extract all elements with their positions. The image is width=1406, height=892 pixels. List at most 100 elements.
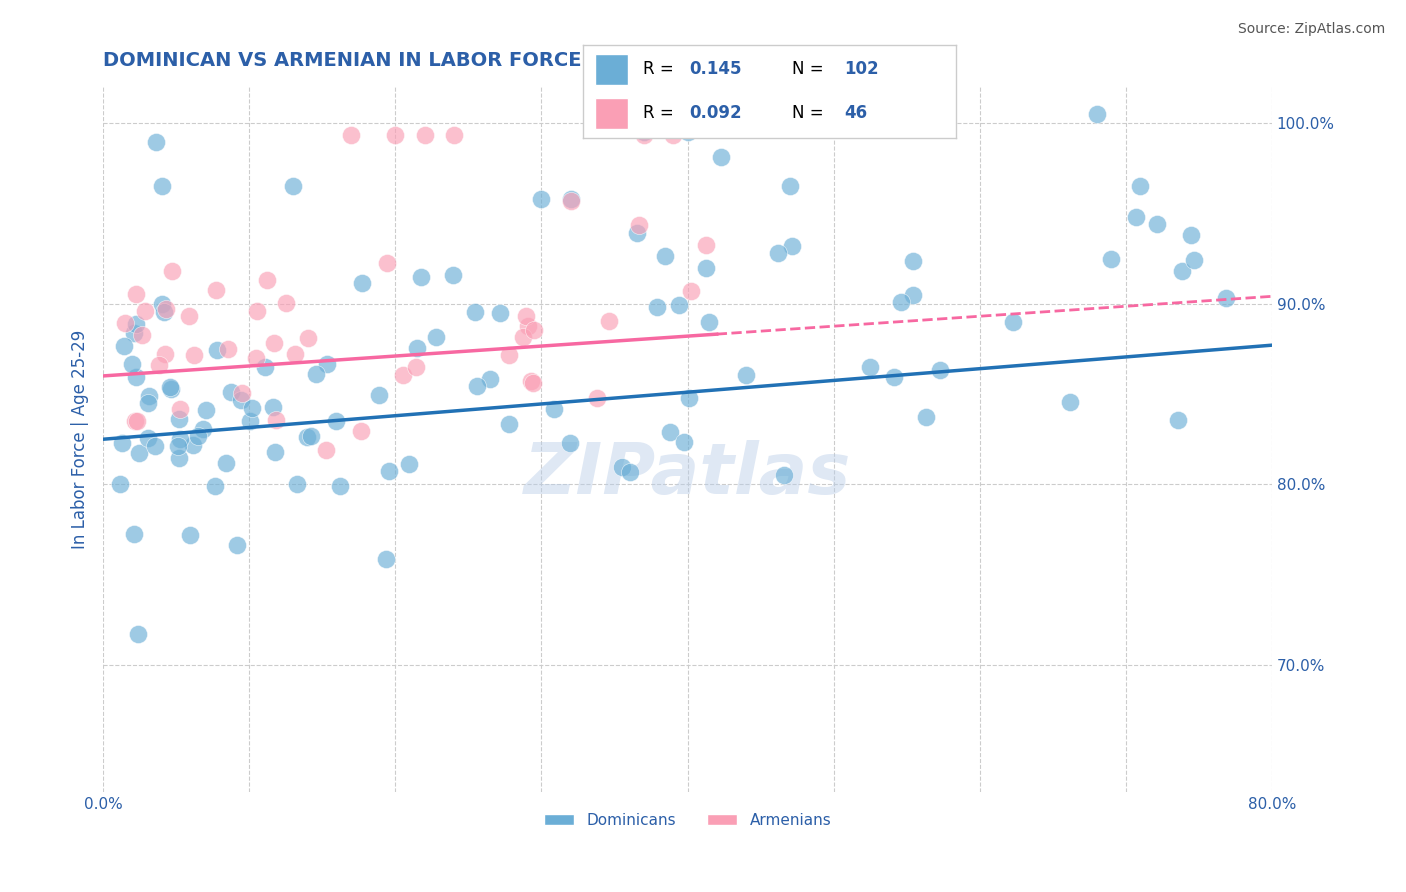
Point <box>522 376 544 390</box>
Point <box>512 330 534 344</box>
Point <box>883 369 905 384</box>
Point <box>780 239 803 253</box>
Point <box>136 395 159 409</box>
Point <box>734 368 756 382</box>
Point <box>1129 179 1152 194</box>
Point <box>378 464 401 478</box>
Point <box>112 339 135 353</box>
Point <box>350 424 373 438</box>
Point <box>406 342 429 356</box>
Point <box>633 128 655 143</box>
Point <box>242 401 264 415</box>
Point <box>329 479 352 493</box>
Point <box>108 476 131 491</box>
Point <box>678 392 700 406</box>
Point <box>131 327 153 342</box>
Point <box>325 414 347 428</box>
Point <box>679 284 702 298</box>
Point <box>231 385 253 400</box>
Point <box>111 436 134 450</box>
Point <box>138 389 160 403</box>
Point <box>695 261 717 276</box>
Point <box>628 218 651 232</box>
Point <box>284 347 307 361</box>
Point <box>315 442 337 457</box>
Point <box>195 403 218 417</box>
Point <box>889 294 911 309</box>
Point <box>413 128 436 143</box>
Bar <box>595 98 628 129</box>
Point <box>1146 217 1168 231</box>
Point <box>231 392 253 407</box>
Point <box>392 368 415 382</box>
Point <box>633 125 655 139</box>
Point <box>127 627 149 641</box>
Point <box>1215 292 1237 306</box>
Point <box>626 226 648 240</box>
Text: DOMINICAN VS ARMENIAN IN LABOR FORCE | AGE 25-29 CORRELATION CHART: DOMINICAN VS ARMENIAN IN LABOR FORCE | A… <box>103 51 956 70</box>
Point <box>263 336 285 351</box>
Point <box>128 445 150 459</box>
Text: 0.092: 0.092 <box>690 104 742 122</box>
Point <box>441 268 464 283</box>
Point <box>191 422 214 436</box>
Point <box>159 380 181 394</box>
Point <box>169 402 191 417</box>
Point <box>654 249 676 263</box>
Point <box>619 465 641 479</box>
Text: R =: R = <box>643 61 679 78</box>
Point <box>124 287 146 301</box>
Point <box>384 128 406 143</box>
Point <box>498 347 520 361</box>
Point <box>645 300 668 314</box>
Point <box>375 552 398 566</box>
Point <box>1125 211 1147 225</box>
Point <box>517 318 540 333</box>
Point <box>398 458 420 472</box>
Point <box>779 179 801 194</box>
Bar <box>595 54 628 85</box>
Point <box>368 388 391 402</box>
Point <box>121 357 143 371</box>
Point <box>1167 413 1189 427</box>
Point <box>169 432 191 446</box>
Point <box>281 179 304 194</box>
Point <box>515 309 537 323</box>
Point <box>285 477 308 491</box>
Point <box>340 128 363 143</box>
Point <box>122 526 145 541</box>
Point <box>187 429 209 443</box>
Point <box>1085 106 1108 120</box>
Point <box>467 378 489 392</box>
Point <box>215 456 238 470</box>
Point <box>610 459 633 474</box>
Point <box>263 445 285 459</box>
Point <box>264 412 287 426</box>
Point <box>859 359 882 374</box>
Point <box>246 304 269 318</box>
Point <box>523 323 546 337</box>
Point <box>124 414 146 428</box>
Point <box>254 360 277 375</box>
Point <box>134 303 156 318</box>
Point <box>297 331 319 345</box>
Point <box>299 429 322 443</box>
Point <box>901 254 924 268</box>
Point <box>167 450 190 465</box>
Point <box>560 194 582 209</box>
Point <box>177 309 200 323</box>
Point <box>530 192 553 206</box>
Point <box>205 343 228 357</box>
Point <box>697 315 720 329</box>
Point <box>498 417 520 431</box>
Point <box>204 478 226 492</box>
Point <box>1099 252 1122 266</box>
Point <box>658 425 681 439</box>
Point <box>183 348 205 362</box>
Point <box>181 438 204 452</box>
Point <box>239 414 262 428</box>
Point <box>295 430 318 444</box>
Point <box>148 358 170 372</box>
Point <box>710 150 733 164</box>
Point <box>1001 315 1024 329</box>
